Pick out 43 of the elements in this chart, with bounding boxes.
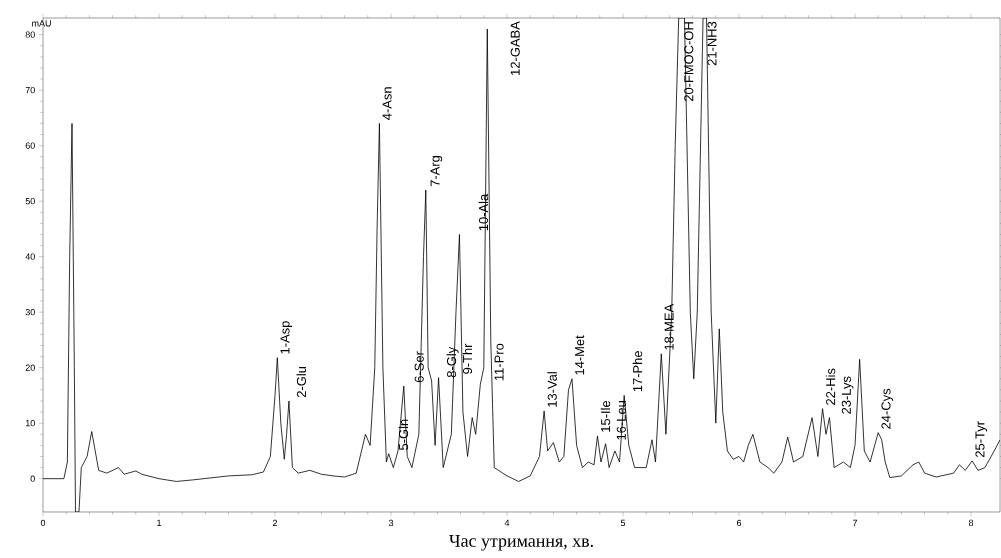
annotation: 21-NH3	[707, 21, 717, 66]
annotation: 11-Pro	[494, 343, 504, 381]
annotation: 5-Gln	[398, 419, 409, 450]
annotation: 24-Cys	[881, 388, 894, 429]
y-tick-label: 50	[25, 197, 35, 205]
y-tick-label: 0	[30, 475, 35, 482]
x-tick-label: 6	[736, 519, 742, 527]
y-tick-label: 10	[25, 420, 35, 427]
x-tick-label: 4	[504, 519, 510, 526]
annotation: 4-Asn	[382, 87, 392, 120]
annotation: 6-Ser	[414, 351, 424, 383]
annotation: 7-Arg	[430, 156, 443, 187]
annotation: 13-Val	[547, 372, 557, 407]
annotation: 17-Phe	[632, 351, 643, 392]
annotation: 2-Glu	[296, 366, 307, 398]
annotation: 18-MEA	[664, 303, 674, 350]
annotation: 22-His	[825, 368, 836, 405]
x-tick-label: 2	[272, 519, 278, 527]
y-tick-label: 80	[25, 31, 35, 38]
y-tick-label: 60	[25, 142, 35, 149]
y-axis-title: mAU	[32, 20, 51, 27]
x-tick-label: 1	[157, 519, 162, 526]
y-tick-label: 40	[25, 253, 35, 260]
annotation: 20-FMOC-OH	[684, 22, 694, 102]
x-tick-label: 5	[620, 519, 626, 527]
annotation: 16-Leu	[616, 401, 626, 440]
annotation: 10-Ala	[478, 193, 489, 231]
y-tick-label: 70	[25, 86, 35, 94]
y-tick-label: 30	[25, 308, 35, 316]
annotation: 1-Asp	[280, 321, 293, 354]
annotation: 12-GABA	[510, 21, 520, 75]
y-tick-label: 20	[25, 364, 35, 371]
annotation: 14-Met	[575, 335, 585, 375]
annotation: 23-Lys	[841, 376, 854, 414]
x-axis-title: Час утримання, хв.	[449, 534, 593, 551]
annotation: 8-Gly	[446, 346, 459, 378]
annotation: 25-Tyr	[975, 421, 988, 458]
x-tick-label: 3	[388, 519, 394, 527]
x-tick-label: 0	[40, 519, 46, 527]
annotation: 15-Ile	[600, 400, 611, 432]
x-tick-label: 7	[852, 519, 858, 526]
annotation: 9-Thr	[462, 343, 473, 374]
x-tick-label: 8	[968, 519, 974, 527]
